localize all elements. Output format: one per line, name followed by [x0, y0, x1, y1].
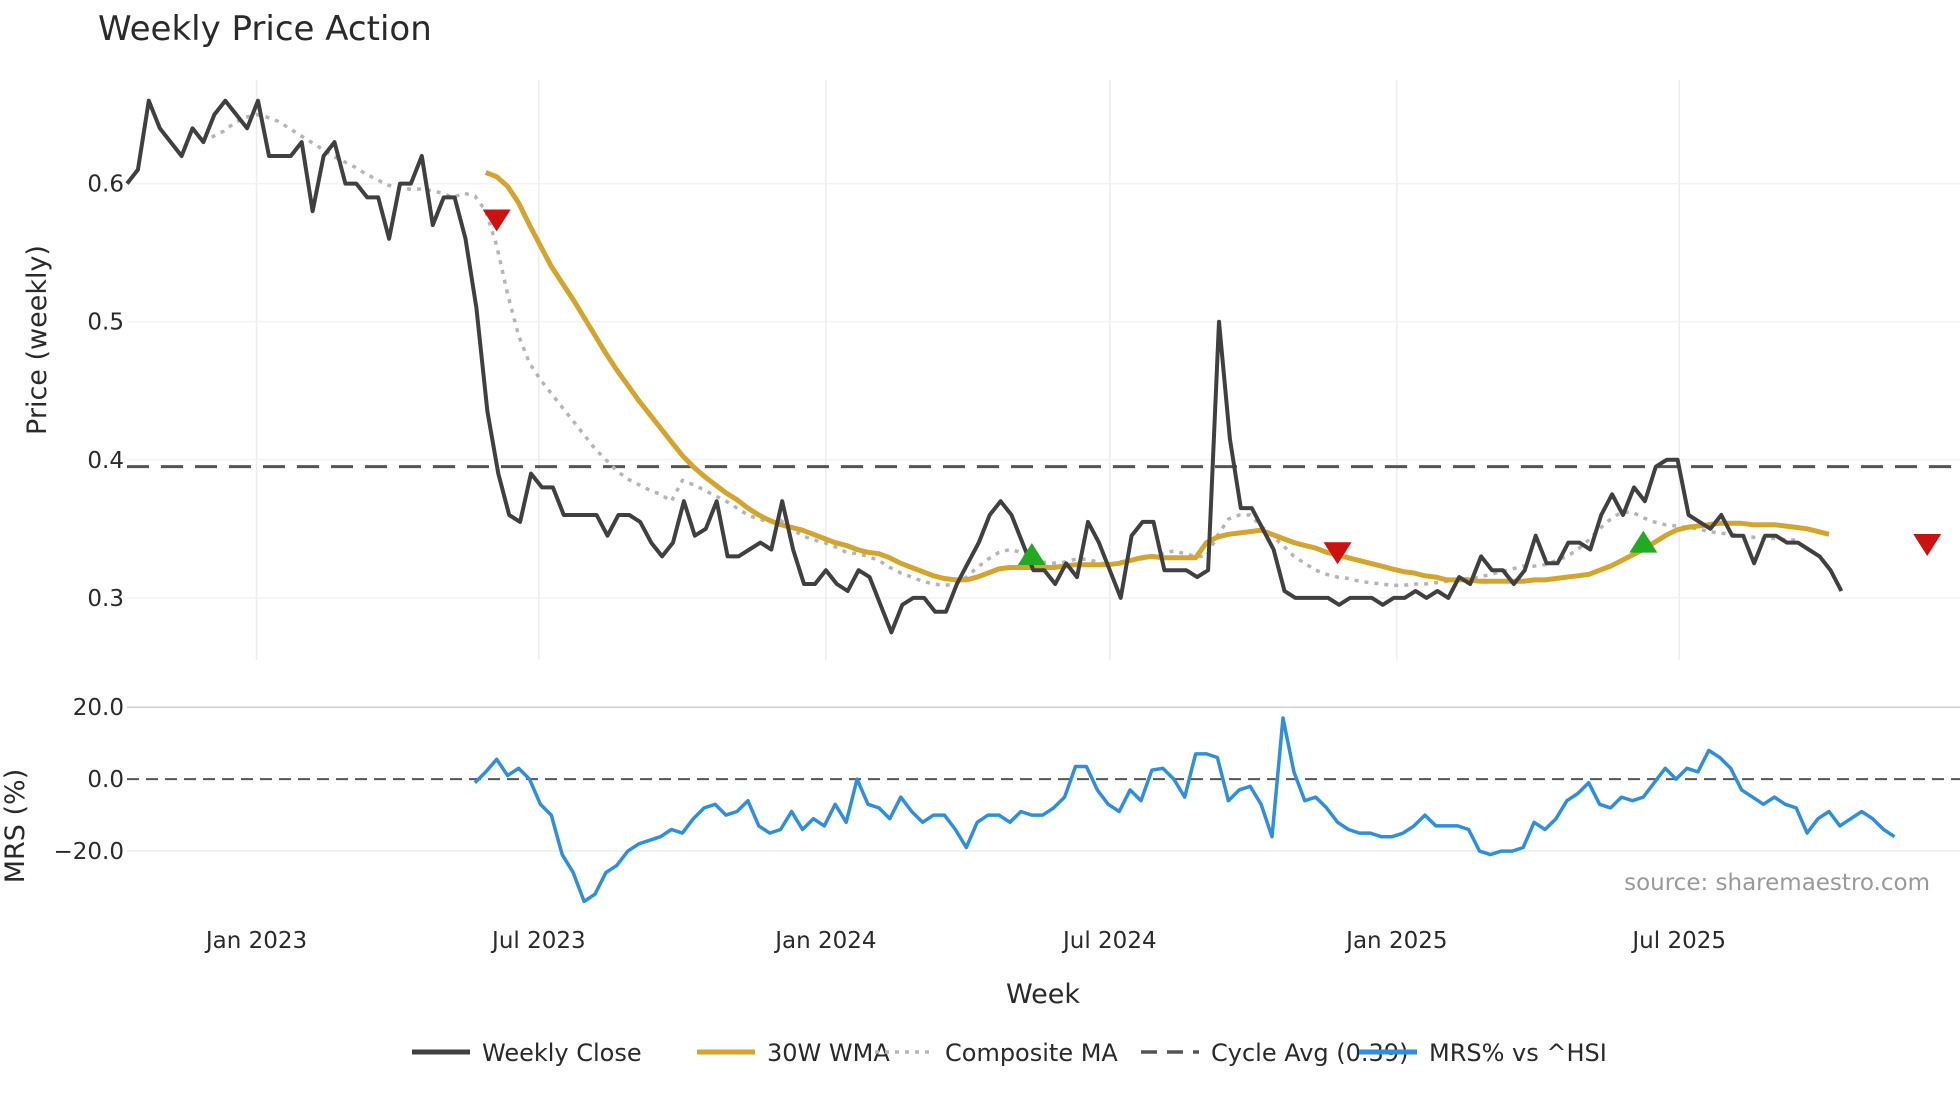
- price-y-axis-ticks: 0.3 0.4 0.5 0.6: [87, 172, 124, 612]
- price-panel-gridlines: [127, 80, 1960, 660]
- x-tick-label: Jan 2024: [773, 928, 876, 954]
- legend-label: Composite MA: [945, 1039, 1118, 1067]
- legend: Weekly Close 30W WMA Composite MA Cycle Avg…: [412, 1039, 1607, 1067]
- price-y-tick-label: 0.4: [87, 448, 124, 474]
- legend-label: 30W WMA: [767, 1039, 890, 1067]
- sell-signal-marker: [1323, 542, 1352, 565]
- legend-label: Weekly Close: [482, 1039, 642, 1067]
- mrs-line: [473, 716, 1896, 904]
- legend-label: MRS% vs ^HSI: [1429, 1039, 1607, 1067]
- signal-markers: [482, 209, 1942, 566]
- mrs-y-tick-label: 20.0: [73, 695, 124, 721]
- x-axis-label: Week: [1006, 979, 1080, 1010]
- buy-signal-marker: [1017, 543, 1046, 566]
- price-y-tick-label: 0.3: [87, 586, 124, 612]
- price-y-tick-label: 0.6: [87, 172, 124, 198]
- x-tick-label: Jul 2023: [490, 928, 586, 954]
- mrs-y-tick-label: −20.0: [54, 839, 124, 865]
- sell-signal-marker: [482, 209, 511, 232]
- x-tick-label: Jan 2023: [204, 928, 307, 954]
- composite-ma-line: [201, 112, 1797, 588]
- x-tick-label: Jan 2025: [1344, 928, 1447, 954]
- x-axis-ticks: Jan 2023 Jul 2023 Jan 2024 Jul 2024 Jan 2025…: [204, 928, 1726, 954]
- price-y-axis-label: Price (weekly): [22, 245, 53, 435]
- mrs-y-axis-label: MRS (%): [0, 769, 31, 884]
- mrs-panel-gridlines: [127, 706, 1960, 852]
- price-y-tick-label: 0.5: [87, 310, 124, 336]
- buy-signal-marker: [1629, 530, 1658, 553]
- mrs-y-axis-ticks: 20.0 0.0 −20.0: [54, 695, 124, 865]
- mrs-y-tick-label: 0.0: [87, 767, 124, 793]
- wma-30w-line: [484, 170, 1830, 584]
- source-note: source: sharemaestro.com: [1624, 870, 1930, 896]
- weekly-close-line: [125, 98, 1844, 635]
- x-tick-label: Jul 2025: [1630, 928, 1726, 954]
- x-tick-label: Jul 2024: [1061, 928, 1157, 954]
- sell-signal-marker: [1913, 534, 1942, 556]
- chart-title: Weekly Price Action: [98, 9, 432, 49]
